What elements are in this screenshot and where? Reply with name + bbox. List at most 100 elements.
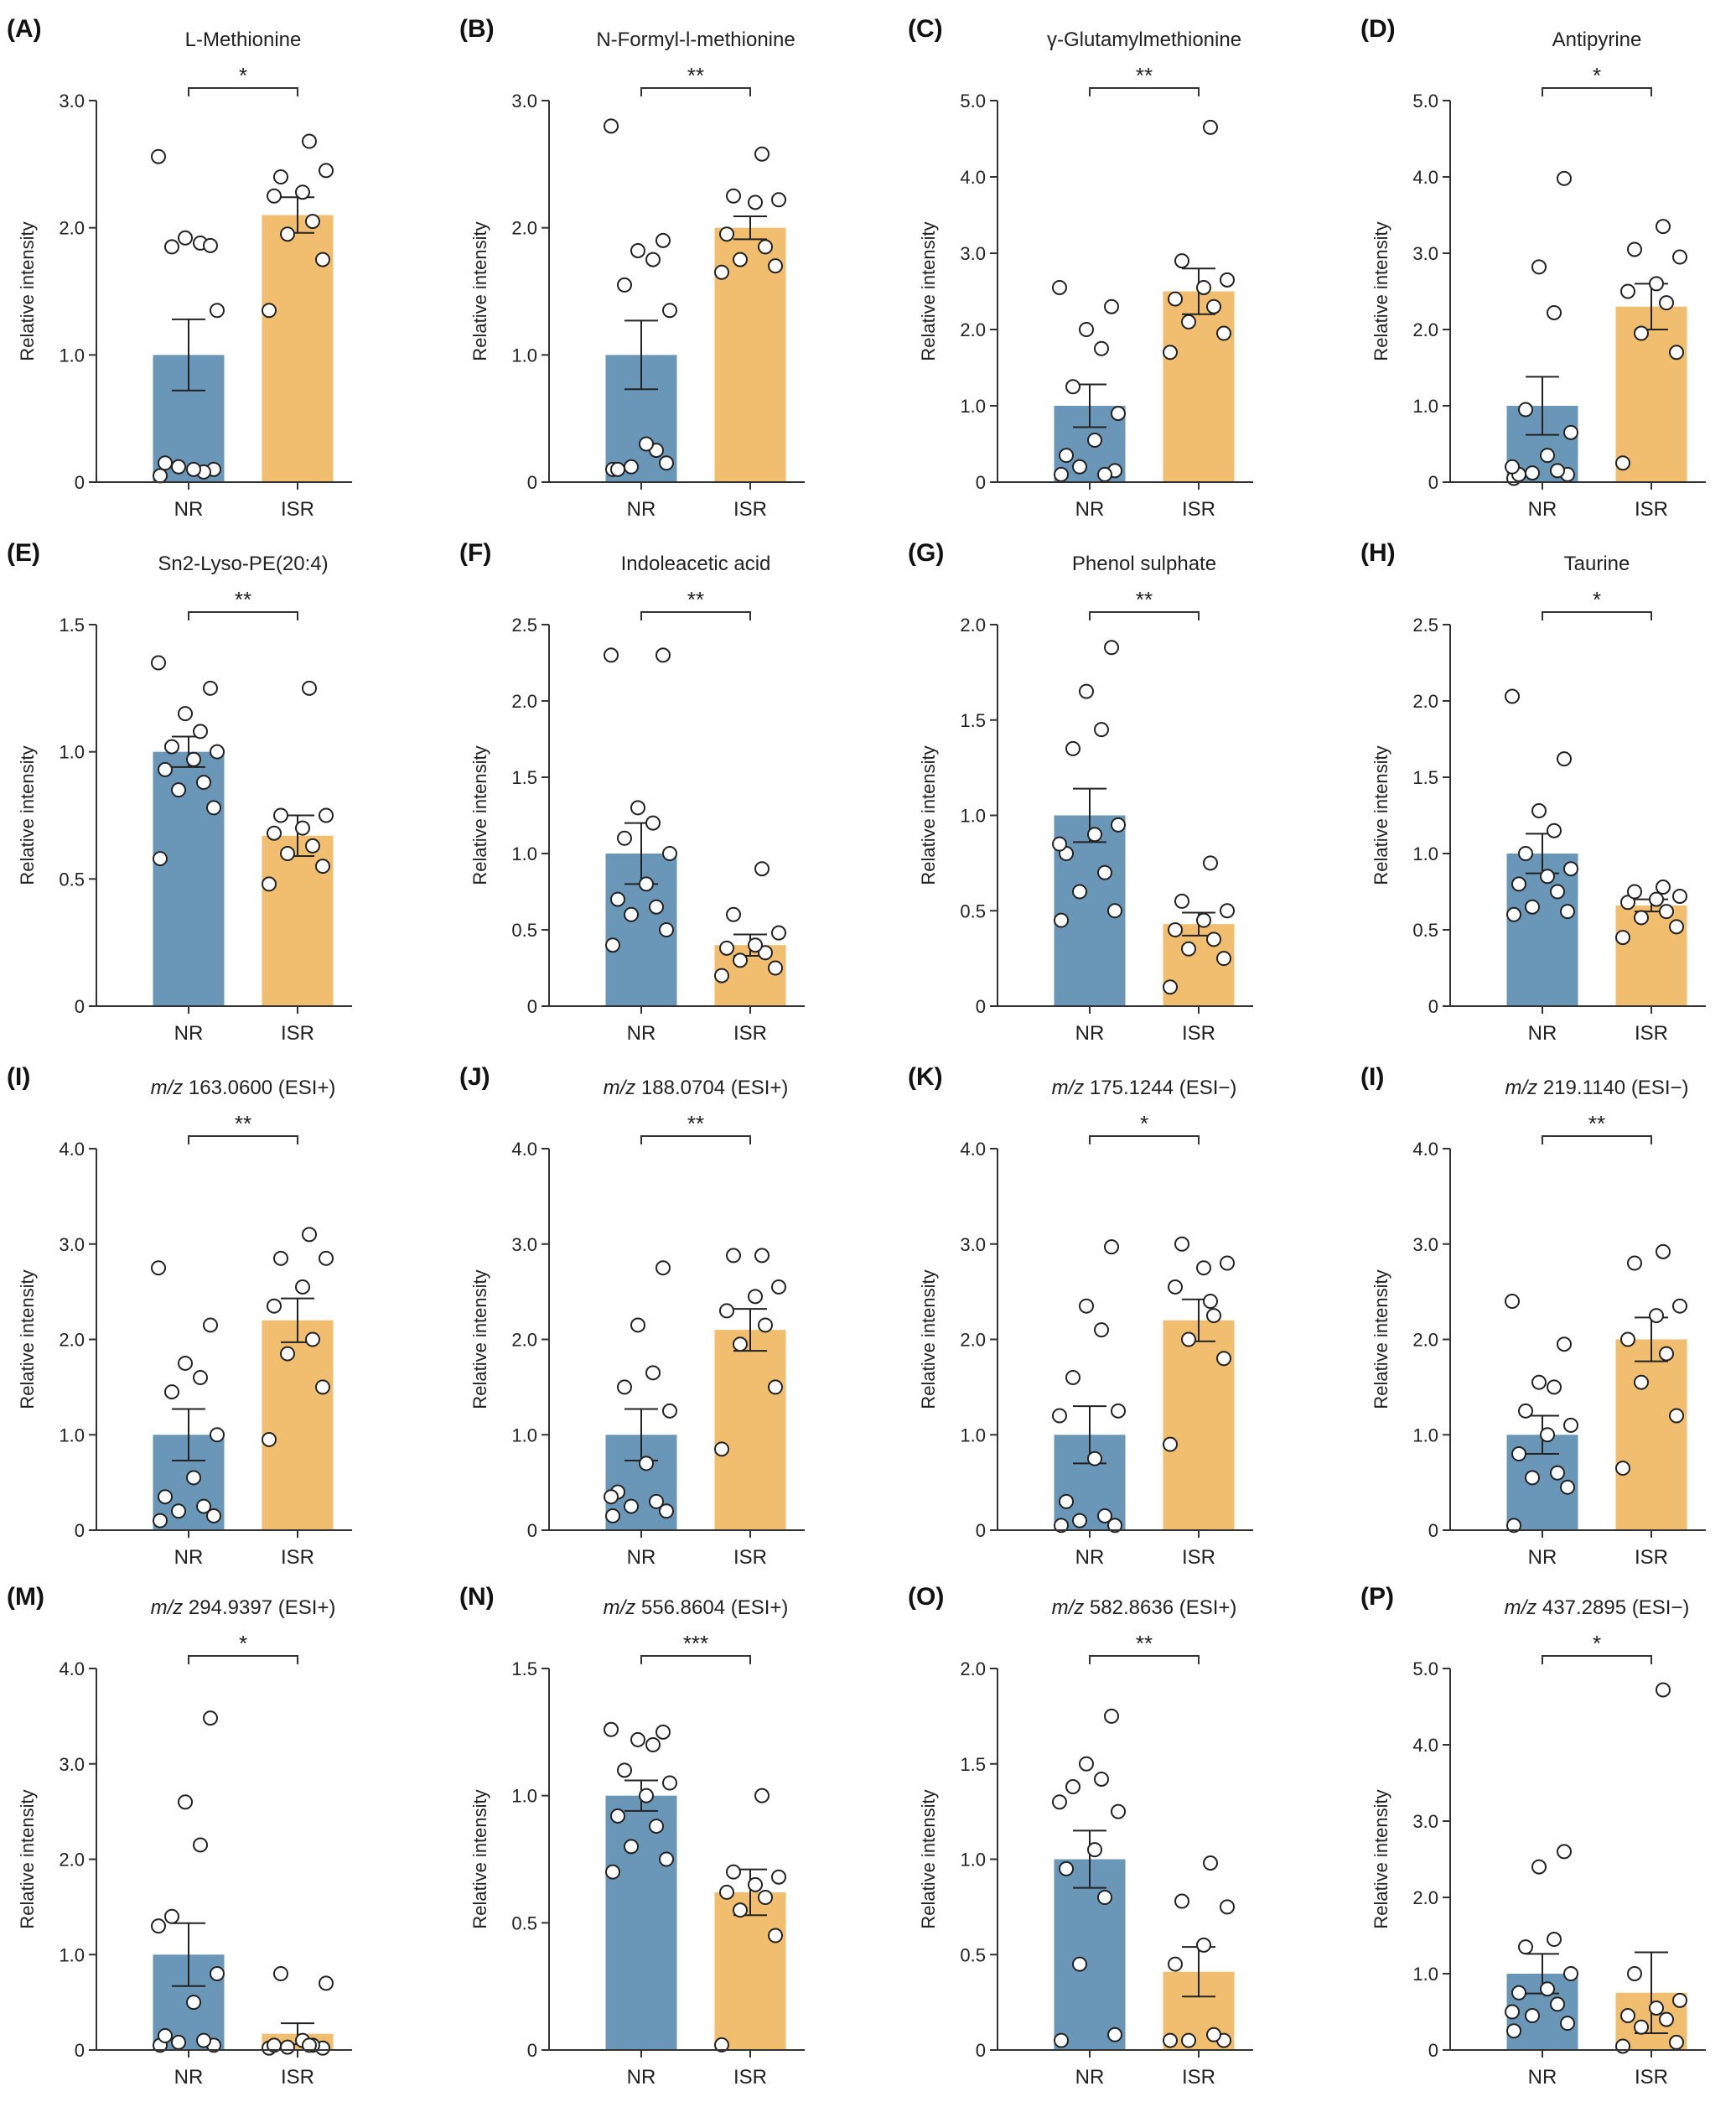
- error-bar-isr: [733, 215, 767, 241]
- data-point-isr: [319, 163, 334, 179]
- chart-panel: (J) m/z 188.0704 (ESI+) ** Relative intensi…: [453, 1048, 897, 1569]
- x-category-label: ISR: [733, 1546, 767, 1569]
- data-point-isr: [1206, 298, 1221, 314]
- significance-label: **: [235, 587, 251, 612]
- data-point-nr: [210, 1966, 225, 1981]
- data-point-isr: [315, 252, 330, 267]
- data-point-isr: [771, 1279, 786, 1295]
- data-point-isr: [1206, 1308, 1221, 1324]
- significance-label: **: [235, 1111, 251, 1136]
- data-point-isr: [1634, 2019, 1649, 2035]
- data-point-isr: [305, 1331, 320, 1347]
- data-point-nr: [630, 242, 645, 258]
- data-point-isr: [768, 1379, 783, 1395]
- data-point-nr: [617, 1379, 632, 1395]
- y-tick-label: 0: [1428, 472, 1438, 493]
- data-point-isr: [726, 906, 741, 922]
- y-axis-label: Relative intensity: [17, 1269, 38, 1409]
- y-tick-label: 0.5: [59, 869, 85, 890]
- title-italic-part: m/z: [151, 1596, 184, 1619]
- data-point-isr: [1196, 279, 1211, 295]
- bar-nr: [605, 1795, 677, 2050]
- y-tick-label: 5.0: [1412, 91, 1438, 112]
- y-tick-label: 3.0: [59, 1234, 85, 1255]
- data-point-isr: [1659, 904, 1674, 920]
- significance-bracket: [1542, 1135, 1652, 1144]
- data-point-nr: [151, 148, 166, 164]
- data-point-nr: [1079, 1298, 1094, 1314]
- data-point-nr: [153, 1513, 168, 1528]
- data-point-nr: [1540, 448, 1555, 464]
- data-point-nr: [1097, 1508, 1112, 1523]
- y-axis-label: Relative intensity: [918, 1269, 939, 1409]
- y-axis-label: Relative intensity: [1371, 745, 1391, 885]
- chart-panel: (P) m/z 437.2895 (ESI−) * Relative intensit…: [1354, 1568, 1736, 2089]
- data-point-nr: [1511, 1446, 1526, 1461]
- data-point-isr: [305, 214, 320, 230]
- chart-svg: (O) m/z 582.8636 (ESI+) ** Relative intensi…: [908, 1583, 1253, 2089]
- y-tick-label: 2.0: [960, 1330, 986, 1351]
- y-tick-label: 1.0: [511, 1786, 537, 1807]
- data-point-nr: [158, 761, 173, 777]
- y-tick-label: 4.0: [59, 1658, 85, 1679]
- data-point-nr: [1540, 869, 1555, 885]
- data-point-nr: [153, 468, 168, 484]
- x-category-label: ISR: [281, 498, 314, 521]
- data-point-nr: [1094, 1771, 1109, 1787]
- data-point-nr: [1065, 740, 1080, 756]
- data-point-nr: [1111, 1403, 1126, 1419]
- data-point-nr: [193, 1837, 208, 1853]
- y-axis-label: Relative intensity: [469, 1789, 490, 1928]
- data-point-nr: [196, 1498, 211, 1514]
- data-point-isr: [714, 2037, 729, 2053]
- data-point-nr: [1052, 279, 1067, 295]
- data-point-isr: [754, 1248, 770, 1264]
- x-category-label: ISR: [1635, 2066, 1668, 2089]
- panel-letter: (G): [908, 539, 944, 567]
- x-category-label: NR: [174, 2066, 204, 2089]
- y-tick-label: 0.5: [511, 920, 537, 941]
- x-category-label: ISR: [281, 2066, 314, 2089]
- data-point-nr: [1557, 1844, 1572, 1860]
- panel-letter: (I): [1360, 1063, 1384, 1091]
- title-italic-part: m/z: [151, 1077, 184, 1099]
- data-point-nr: [662, 303, 677, 319]
- y-axis-label: Relative intensity: [469, 1269, 490, 1409]
- data-point-nr: [624, 1498, 639, 1514]
- data-point-nr: [1563, 1966, 1578, 1981]
- data-point-nr: [1072, 1956, 1087, 1972]
- data-point-nr: [1531, 259, 1547, 275]
- y-tick-label: 1.0: [511, 843, 537, 864]
- data-point-isr: [1627, 1966, 1642, 1981]
- y-tick-label: 1.0: [1412, 843, 1438, 864]
- data-point-isr: [1672, 888, 1687, 904]
- data-point-isr: [1659, 1346, 1674, 1362]
- y-tick-label: 5.0: [960, 91, 986, 112]
- data-point-nr: [645, 252, 661, 267]
- data-point-nr: [1563, 1417, 1578, 1433]
- data-point-isr: [1181, 1331, 1196, 1347]
- data-point-nr: [624, 1839, 639, 1855]
- bar-nr: [153, 751, 225, 1006]
- data-point-isr: [733, 1336, 748, 1352]
- data-point-isr: [1659, 295, 1674, 311]
- data-point-isr: [302, 133, 317, 149]
- y-tick-label: 1.5: [1412, 767, 1438, 788]
- panel-letter: (B): [459, 15, 495, 43]
- chart-svg: (G) Phenol sulphate ** Relative intensity 0 0…: [908, 539, 1253, 1045]
- data-point-isr: [1206, 932, 1221, 947]
- data-point-isr: [1656, 219, 1671, 235]
- data-point-isr: [273, 1250, 288, 1266]
- data-point-nr: [1547, 1932, 1562, 1948]
- panel-title: m/z 437.2895 (ESI−): [1505, 1596, 1690, 1619]
- data-point-nr: [1531, 1374, 1547, 1390]
- chart-svg: (H) Taurine * Relative intensity 0 0.5 1.0 1.5 2…: [1360, 539, 1706, 1045]
- title-rest-part: 556.8604 (ESI+): [635, 1596, 788, 1619]
- title-rest-part: 219.1140 (ESI−): [1537, 1077, 1688, 1099]
- data-point-isr: [1669, 919, 1684, 935]
- data-point-nr: [186, 751, 201, 767]
- chart-svg: (D) Antipyrine * Relative intensity 0 1.0 2.0 3…: [1360, 15, 1706, 521]
- x-category-label: ISR: [281, 1546, 314, 1569]
- y-tick-label: 1.5: [960, 710, 986, 731]
- significance-label: *: [1593, 587, 1601, 612]
